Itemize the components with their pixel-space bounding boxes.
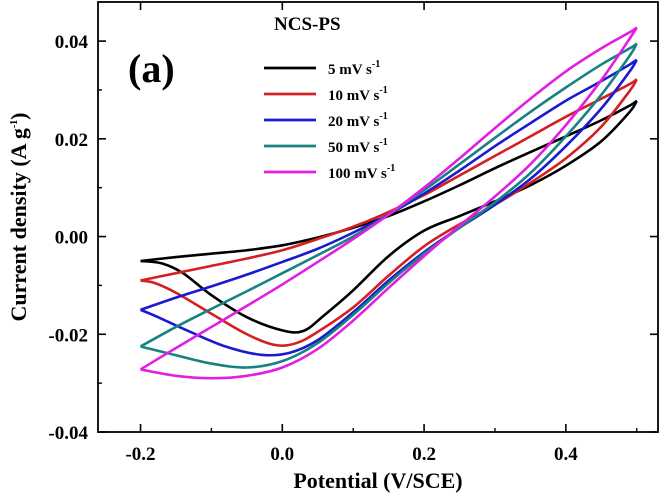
axis-tick-labels: -0.2 0.0 0.2 0.4 -0.04 -0.02 0.00 0.02 0.04 bbox=[48, 32, 578, 465]
legend-label-5: 5 mV s-1 bbox=[328, 59, 380, 78]
y-axis-title-close: ) bbox=[6, 113, 31, 120]
x-tick-label: 0.4 bbox=[554, 444, 578, 465]
legend-label-50: 50 mV s-1 bbox=[328, 137, 388, 156]
legend-label-10: 10 mV s-1 bbox=[328, 85, 388, 104]
panel-label: (a) bbox=[128, 46, 175, 91]
y-axis-title: Current density (A g-1) bbox=[6, 113, 31, 322]
x-tick-label: 0.0 bbox=[270, 444, 294, 465]
cv-curves bbox=[139, 26, 638, 380]
cv-curve-5-reverse bbox=[140, 100, 638, 334]
legend-label-20: 20 mV s-1 bbox=[328, 111, 388, 130]
legend-title: NCS-PS bbox=[274, 14, 341, 35]
y-tick-label: -0.04 bbox=[48, 423, 88, 444]
y-tick-label: -0.02 bbox=[48, 325, 88, 346]
y-axis-title-sup: -1 bbox=[9, 120, 20, 128]
axis-ticks bbox=[98, 2, 658, 433]
cv-curve-20-forward bbox=[140, 58, 638, 312]
cv-curve-50-forward bbox=[139, 42, 638, 348]
y-axis-title-main: Current density (A g bbox=[6, 128, 31, 321]
y-tick-label: 0.00 bbox=[55, 228, 88, 249]
cv-curve-10-reverse bbox=[140, 78, 638, 347]
cv-curve-100-reverse bbox=[140, 26, 638, 380]
cv-curve-10-forward bbox=[140, 78, 638, 282]
x-axis-title: Potential (V/SCE) bbox=[293, 468, 462, 493]
cv-curve-20-reverse bbox=[140, 58, 638, 357]
cv-curve-50-reverse bbox=[140, 42, 638, 369]
legend-label-100: 100 mV s-1 bbox=[328, 163, 395, 182]
legend: 5 mV s-1 10 mV s-1 20 mV s-1 50 mV s-1 100 m… bbox=[264, 59, 395, 182]
x-tick-label: -0.2 bbox=[125, 444, 155, 465]
y-tick-label: 0.02 bbox=[55, 130, 88, 151]
cv-curve-100-forward bbox=[139, 26, 638, 371]
plot-frame bbox=[97, 1, 659, 433]
cv-curve-5-forward bbox=[140, 99, 638, 263]
y-tick-label: 0.04 bbox=[55, 32, 89, 53]
x-tick-label: 0.2 bbox=[412, 444, 436, 465]
